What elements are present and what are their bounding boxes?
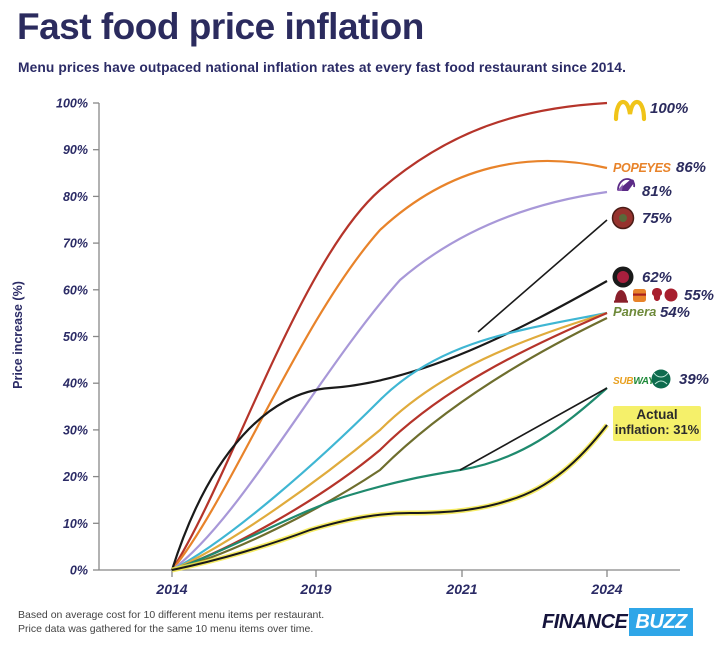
svg-text:75%: 75% <box>642 210 672 227</box>
svg-text:60%: 60% <box>63 283 88 297</box>
svg-text:2014: 2014 <box>155 581 187 597</box>
svg-text:100%: 100% <box>650 100 688 117</box>
svg-text:20%: 20% <box>62 470 88 484</box>
svg-text:70%: 70% <box>63 237 88 251</box>
svg-text:100%: 100% <box>56 97 88 111</box>
svg-text:80%: 80% <box>63 190 88 204</box>
svg-text:0%: 0% <box>70 564 88 578</box>
svg-text:81%: 81% <box>642 183 672 200</box>
svg-text:Panera: Panera <box>613 304 656 319</box>
svg-text:50%: 50% <box>63 330 88 344</box>
svg-text:39%: 39% <box>679 371 709 388</box>
svg-text:SUBWAY: SUBWAY <box>613 376 656 387</box>
svg-text:54%: 54% <box>660 304 690 321</box>
svg-text:2021: 2021 <box>445 581 477 597</box>
svg-text:inflation: 31%: inflation: 31% <box>615 422 700 437</box>
svg-text:40%: 40% <box>62 377 88 391</box>
svg-text:55%: 55% <box>684 287 714 304</box>
svg-text:2019: 2019 <box>299 581 331 597</box>
svg-text:62%: 62% <box>642 269 672 286</box>
svg-text:90%: 90% <box>63 143 88 157</box>
svg-text:POPEYES: POPEYES <box>613 161 672 175</box>
svg-text:30%: 30% <box>63 423 88 437</box>
svg-text:86%: 86% <box>676 159 706 176</box>
svg-text:Price increase (%): Price increase (%) <box>11 281 25 389</box>
svg-text:Actual: Actual <box>636 407 677 422</box>
svg-text:10%: 10% <box>63 517 88 531</box>
svg-text:2024: 2024 <box>590 581 622 597</box>
